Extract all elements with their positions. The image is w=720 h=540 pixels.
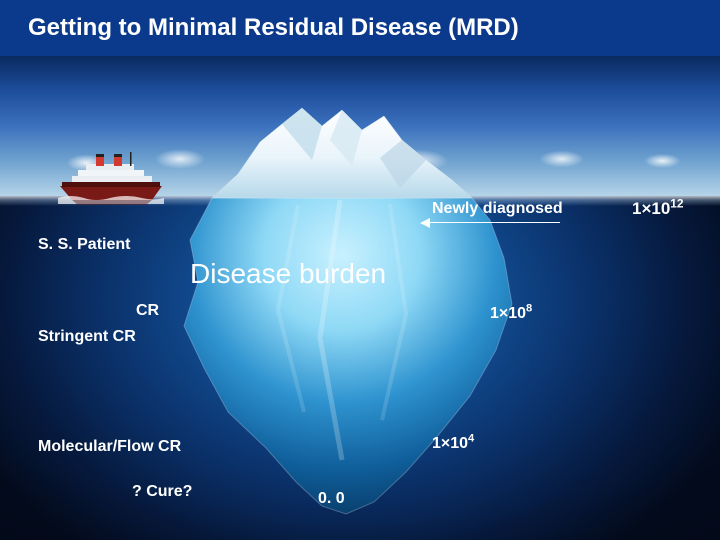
label-1e8: 1×108: [490, 305, 532, 323]
slide: Getting to Minimal Residual Disease (MRD…: [0, 0, 720, 540]
label-1e8-sup: 8: [526, 303, 532, 315]
label-cure: ? Cure?: [132, 483, 192, 501]
label-stringent-cr: Stringent CR: [38, 328, 136, 346]
label-1e12-sup: 12: [670, 196, 683, 210]
label-newly-diagnosed: Newly diagnosed: [432, 200, 563, 218]
label-1e4: 1×104: [432, 435, 474, 453]
label-cr: CR: [136, 302, 159, 320]
label-1e8-base: 1×10: [490, 305, 526, 322]
slide-title: Getting to Minimal Residual Disease (MRD…: [28, 14, 519, 42]
label-ss-patient: S. S. Patient: [38, 236, 130, 254]
label-1e12-base: 1×10: [632, 199, 670, 218]
label-1e4-base: 1×10: [432, 435, 468, 452]
title-band: Getting to Minimal Residual Disease (MRD…: [0, 0, 720, 56]
label-1e12: 1×1012: [632, 199, 684, 219]
label-1e4-sup: 4: [468, 433, 474, 445]
arrow-newly-diagnosed: [430, 222, 560, 223]
sky: [0, 56, 720, 196]
label-molecular-flow-cr: Molecular/Flow CR: [38, 438, 181, 456]
label-disease-burden: Disease burden: [190, 258, 386, 290]
label-zero: 0. 0: [318, 490, 345, 508]
